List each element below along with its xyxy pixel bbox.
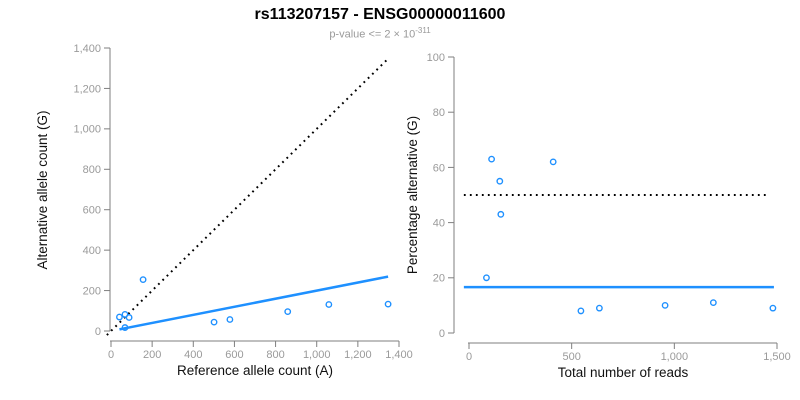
pvalue-exponent: -311	[415, 26, 431, 35]
x-tick-label: 1,400	[385, 349, 413, 361]
x-axis-title: Reference allele count (A)	[177, 363, 333, 378]
y-axis-title: Alternative allele count (G)	[35, 110, 50, 269]
x-tick-label: 800	[266, 349, 284, 361]
y-tick-label: 80	[433, 107, 445, 119]
x-tick-label: 200	[143, 349, 161, 361]
data-point	[709, 299, 717, 307]
y-tick-label: 20	[433, 273, 445, 285]
x-tick-label: 1,000	[661, 351, 689, 363]
y-tick-label: 1,400	[73, 43, 101, 55]
regression-line	[119, 275, 389, 331]
y-tick-label: 100	[427, 52, 445, 64]
y-tick-label: 1,200	[73, 83, 101, 95]
left-plot: 0 200 400 600 800 1,000 1,200 1,400 0 200 400 600 80…	[35, 43, 413, 378]
data-point	[226, 316, 234, 323]
data-point	[121, 324, 129, 331]
x-tick-label: 600	[225, 349, 243, 361]
data-point	[284, 308, 292, 315]
x-axis-title: Total number of reads	[558, 365, 689, 380]
data-point	[125, 314, 133, 321]
data-point	[497, 210, 505, 218]
y-tick-label: 0	[95, 326, 101, 338]
x-tick-label: 0	[108, 349, 114, 361]
x-tick-label: 0	[466, 351, 472, 363]
y-axis-title: Percentage alternative (G)	[405, 116, 420, 274]
y-tick-label: 200	[83, 285, 101, 297]
data-point	[325, 301, 333, 308]
data-point	[210, 318, 218, 326]
data-point	[116, 313, 123, 321]
x-tick-label: 500	[562, 351, 580, 363]
y-tick-label: 1,000	[73, 124, 101, 136]
y-tick-label: 600	[83, 205, 101, 217]
data-point	[661, 301, 669, 309]
y-tick-label: 60	[433, 162, 445, 174]
data-point	[769, 304, 777, 312]
identity-reference-line	[106, 58, 389, 336]
x-tick-label: 1,500	[763, 351, 791, 363]
data-point	[577, 307, 585, 315]
data-point	[549, 158, 557, 166]
data-point	[384, 300, 392, 308]
y-tick-label: 0	[439, 328, 445, 340]
right-plot: 0 20 40 60 80 100 0 500 1,000 1,500 Total number o…	[405, 52, 791, 380]
figure-subtitle: p-value <= 2 × 10-311	[0, 26, 760, 41]
data-point	[139, 276, 147, 284]
x-tick-label: 400	[184, 349, 202, 361]
y-tick-label: 400	[83, 245, 101, 257]
data-point	[483, 274, 490, 282]
data-point	[595, 304, 603, 312]
data-point	[488, 155, 495, 163]
y-tick-label: 800	[83, 164, 101, 176]
pvalue-text: p-value <= 2 × 10	[329, 28, 416, 41]
x-tick-label: 1,200	[344, 349, 372, 361]
y-tick-label: 40	[433, 217, 445, 229]
x-tick-label: 1,000	[303, 349, 331, 361]
data-point	[496, 177, 504, 185]
figure-title: rs113207157 - ENSG00000011600	[254, 6, 506, 23]
